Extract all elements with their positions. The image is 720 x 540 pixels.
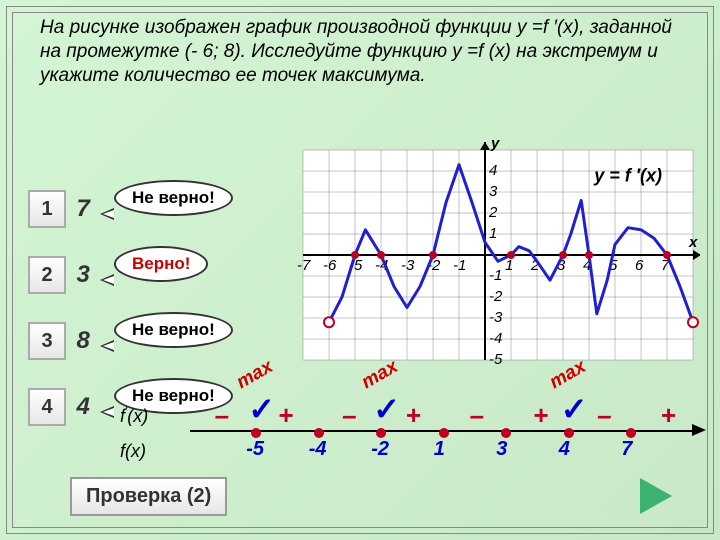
svg-text:x: x — [688, 234, 698, 251]
svg-text:1: 1 — [489, 225, 497, 242]
svg-text:-1: -1 — [453, 257, 466, 274]
derivative-chart: -7-6-5-4-3-2-11234567-5-4-3-2-11234yxy =… — [290, 140, 700, 370]
check-button[interactable]: Проверка (2) — [70, 477, 227, 516]
arrow-icon — [692, 424, 706, 436]
question-text: На рисунке изображен график производной … — [40, 16, 690, 87]
answer-button-3[interactable]: 3 — [28, 322, 66, 360]
svg-text:-4: -4 — [489, 330, 502, 347]
xvalue: -5 — [246, 438, 264, 461]
svg-text:-2: -2 — [489, 288, 503, 305]
svg-text:-3: -3 — [489, 309, 503, 326]
svg-text:4: 4 — [489, 162, 497, 179]
svg-text:-6: -6 — [323, 257, 337, 274]
svg-text:-7: -7 — [297, 257, 311, 274]
feedback-bubble-3: Не верно! — [114, 312, 233, 348]
checkmark-icon: ✓ — [561, 390, 588, 428]
f-label: f(x) — [120, 441, 190, 462]
feedback-bubble-1: Не верно! — [114, 180, 233, 216]
fprime-label: f′(x) — [120, 404, 190, 427]
xvalue: 3 — [496, 438, 507, 461]
svg-text:-3: -3 — [401, 257, 415, 274]
sign-cell: + — [636, 400, 700, 431]
xvalue: -2 — [371, 438, 389, 461]
point-dot — [314, 428, 324, 438]
xvalue: 1 — [434, 438, 445, 461]
answer-value-4: 4 — [76, 393, 89, 421]
answer-button-1[interactable]: 1 — [28, 190, 66, 228]
next-arrow-icon[interactable] — [640, 478, 672, 514]
point-dot — [564, 428, 574, 438]
answer-value-2: 3 — [76, 261, 89, 289]
svg-text:-1: -1 — [489, 267, 502, 284]
svg-text:-5: -5 — [489, 351, 503, 368]
answer-button-2[interactable]: 2 — [28, 256, 66, 294]
sign-cell: – — [318, 400, 382, 431]
answer-button-4[interactable]: 4 — [28, 388, 66, 426]
chart-svg: -7-6-5-4-3-2-11234567-5-4-3-2-11234yxy =… — [290, 140, 700, 370]
svg-text:y: y — [490, 140, 500, 152]
svg-text:y = f ′(x): y = f ′(x) — [593, 166, 662, 186]
xvalue: -4 — [309, 438, 327, 461]
answer-value-1: 7 — [76, 195, 89, 223]
point-dot — [439, 428, 449, 438]
xvalue: 7 — [621, 438, 632, 461]
svg-text:2: 2 — [488, 204, 498, 221]
answers-list: 1 7 Не верно!2 3 Верно!3 8 Не верно!4 4 … — [28, 190, 90, 454]
svg-text:6: 6 — [635, 257, 644, 274]
feedback-bubble-2: Верно! — [114, 246, 208, 282]
sign-cell: – — [445, 400, 509, 431]
slide: На рисунке изображен график производной … — [0, 0, 720, 540]
svg-text:1: 1 — [505, 257, 513, 274]
svg-text:3: 3 — [489, 183, 498, 200]
sign-cell: – — [190, 400, 254, 431]
checkmark-icon: ✓ — [373, 390, 400, 428]
answer-value-3: 8 — [76, 327, 89, 355]
xvalue: 4 — [559, 438, 570, 461]
checkmark-icon: ✓ — [248, 390, 275, 428]
